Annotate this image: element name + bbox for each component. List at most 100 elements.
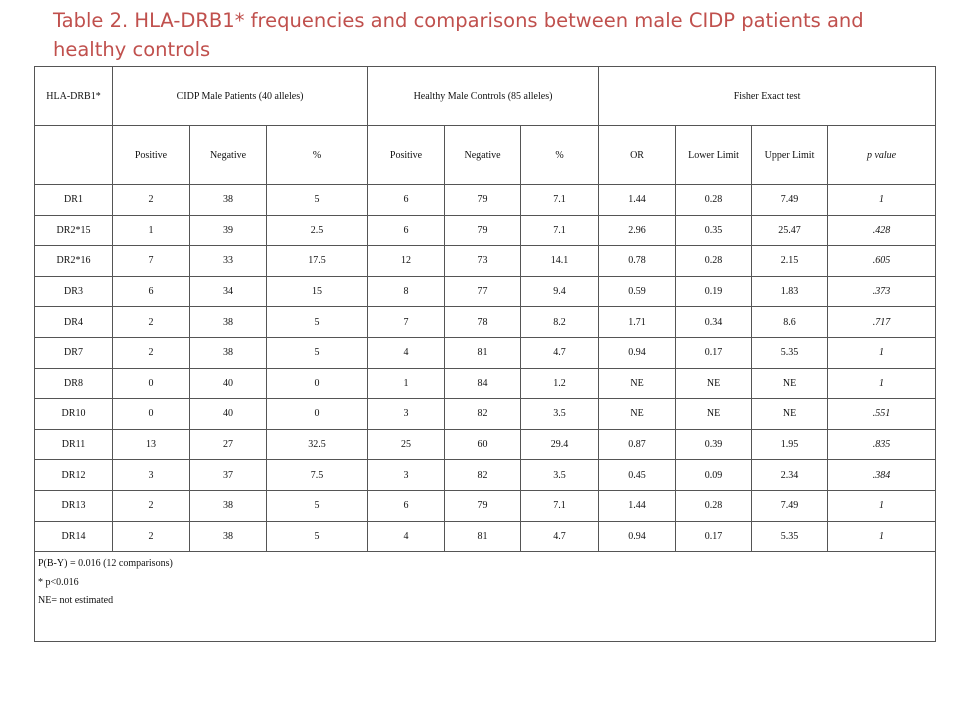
p-value-cell: 1 [827, 336, 937, 369]
control-positive-cell: 8 [367, 275, 446, 308]
lower-limit-cell: 0.17 [675, 520, 753, 553]
subheader-cidp-negative: Negative [189, 125, 267, 185]
odds-ratio-cell: 0.94 [598, 520, 677, 553]
cidp-percent-cell: 2.5 [265, 214, 369, 247]
lower-limit-cell: 0.19 [675, 275, 753, 308]
cidp-negative-cell: 34 [189, 275, 267, 308]
control-negative-cell: 78 [444, 306, 522, 338]
cidp-negative-cell: 38 [189, 184, 267, 216]
subheader-cidp-positive: Positive [112, 125, 190, 185]
cidp-percent-cell: 5 [265, 306, 369, 338]
cidp-positive-cell: 1 [112, 214, 190, 247]
cidp-positive-cell: 0 [112, 367, 190, 400]
control-negative-cell: 82 [444, 459, 522, 491]
subheader-empty [34, 125, 113, 185]
cidp-percent-cell: 32.5 [265, 428, 369, 461]
control-negative-cell: 73 [444, 245, 522, 277]
cidp-negative-cell: 40 [189, 398, 267, 430]
p-value-cell: .551 [827, 398, 937, 430]
cidp-negative-cell: 33 [189, 245, 267, 277]
table-row: DR7 2 38 5 4 81 4.7 0.94 0.17 5.35 1 [34, 336, 937, 369]
cidp-negative-cell: 39 [189, 214, 267, 247]
subheader-control-percent: % [520, 125, 600, 185]
footnote-cell: P(B-Y) = 0.016 (12 comparisons) * p<0.01… [33, 551, 937, 643]
p-value-cell: .384 [827, 459, 937, 491]
lower-limit-cell: 0.28 [675, 184, 753, 216]
control-percent-cell: 7.1 [520, 184, 600, 216]
cidp-positive-cell: 13 [112, 428, 190, 461]
control-positive-cell: 12 [367, 245, 446, 277]
control-positive-cell: 6 [367, 214, 446, 247]
cidp-negative-cell: 27 [189, 428, 267, 461]
odds-ratio-cell: 0.59 [598, 275, 677, 308]
allele-cell: DR4 [34, 306, 113, 338]
allele-cell: DR14 [34, 520, 113, 553]
odds-ratio-cell: 1.44 [598, 489, 677, 522]
subheader-cidp-percent: % [265, 125, 369, 185]
lower-limit-cell: NE [675, 398, 753, 430]
cidp-positive-cell: 3 [112, 459, 190, 491]
table-row: DR13 2 38 5 6 79 7.1 1.44 0.28 7.49 1 [34, 489, 937, 522]
subheader-odds-ratio: OR [598, 125, 677, 185]
subheader-control-negative: Negative [444, 125, 522, 185]
upper-limit-cell: NE [751, 398, 829, 430]
control-percent-cell: 7.1 [520, 214, 600, 247]
hla-frequency-table: HLA-DRB1* CIDP Male Patients (40 alleles… [33, 66, 937, 643]
upper-limit-cell: 2.34 [751, 459, 829, 491]
allele-cell: DR7 [34, 336, 113, 369]
control-percent-cell: 4.7 [520, 520, 600, 553]
control-positive-cell: 25 [367, 428, 446, 461]
control-percent-cell: 4.7 [520, 336, 600, 369]
lower-limit-cell: 0.34 [675, 306, 753, 338]
upper-limit-cell: 8.6 [751, 306, 829, 338]
cidp-percent-cell: 17.5 [265, 245, 369, 277]
lower-limit-cell: NE [675, 367, 753, 400]
cidp-negative-cell: 38 [189, 489, 267, 522]
control-positive-cell: 7 [367, 306, 446, 338]
lower-limit-cell: 0.35 [675, 214, 753, 247]
cidp-positive-cell: 0 [112, 398, 190, 430]
odds-ratio-cell: 0.87 [598, 428, 677, 461]
control-positive-cell: 6 [367, 489, 446, 522]
allele-cell: DR13 [34, 489, 113, 522]
odds-ratio-cell: NE [598, 367, 677, 400]
table-subheader-row: Positive Negative % Positive Negative % … [34, 125, 937, 185]
cidp-negative-cell: 38 [189, 336, 267, 369]
p-value-cell: 1 [827, 520, 937, 553]
p-value-cell: 1 [827, 184, 937, 216]
control-positive-cell: 3 [367, 398, 446, 430]
control-positive-cell: 6 [367, 184, 446, 216]
upper-limit-cell: NE [751, 367, 829, 400]
lower-limit-cell: 0.09 [675, 459, 753, 491]
cidp-positive-cell: 2 [112, 184, 190, 216]
table-row: DR2*15 1 39 2.5 6 79 7.1 2.96 0.35 25.47.428 [34, 214, 937, 247]
lower-limit-cell: 0.28 [675, 489, 753, 522]
control-positive-cell: 3 [367, 459, 446, 491]
control-negative-cell: 60 [444, 428, 522, 461]
cidp-positive-cell: 2 [112, 520, 190, 553]
allele-cell: DR8 [34, 367, 113, 400]
table-row: DR11 13 27 32.5 25 60 29.4 0.87 0.39 1.95.835 [34, 428, 937, 461]
table-row: DR1 2 38 5 6 79 7.1 1.44 0.28 7.49 1 [34, 184, 937, 216]
control-negative-cell: 77 [444, 275, 522, 308]
cidp-percent-cell: 15 [265, 275, 369, 308]
lower-limit-cell: 0.39 [675, 428, 753, 461]
upper-limit-cell: 25.47 [751, 214, 829, 247]
table-row: DR14 2 38 5 4 81 4.7 0.94 0.17 5.35 1 [34, 520, 937, 553]
allele-cell: DR11 [34, 428, 113, 461]
cidp-positive-cell: 6 [112, 275, 190, 308]
allele-cell: DR12 [34, 459, 113, 491]
cidp-negative-cell: 37 [189, 459, 267, 491]
lower-limit-cell: 0.28 [675, 245, 753, 277]
p-value-cell: .428 [827, 214, 937, 247]
allele-cell: DR10 [34, 398, 113, 430]
control-percent-cell: 9.4 [520, 275, 600, 308]
control-percent-cell: 29.4 [520, 428, 600, 461]
footnote-bonferroni: P(B-Y) = 0.016 (12 comparisons) [38, 558, 173, 570]
header-hla-drb1: HLA-DRB1* [34, 66, 113, 126]
table-row: DR12 3 37 7.5 3 82 3.5 0.45 0.09 2.34.384 [34, 459, 937, 491]
control-percent-cell: 14.1 [520, 245, 600, 277]
cidp-percent-cell: 5 [265, 184, 369, 216]
cidp-percent-cell: 5 [265, 336, 369, 369]
control-percent-cell: 3.5 [520, 398, 600, 430]
